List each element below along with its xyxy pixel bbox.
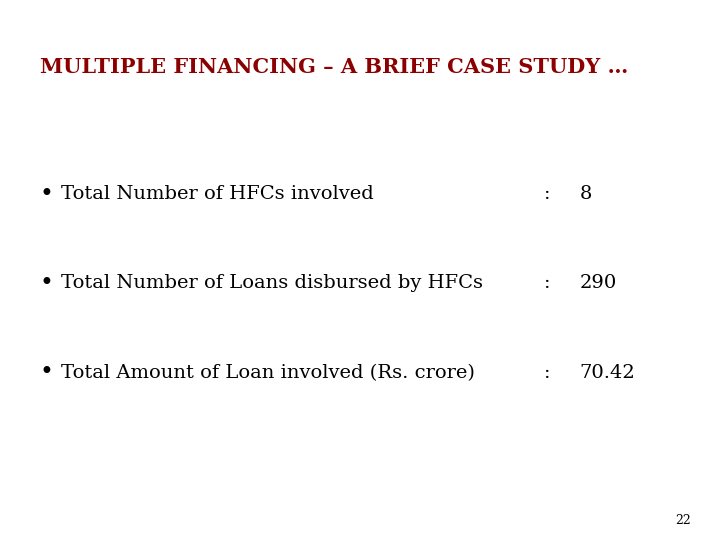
Text: 8: 8 — [580, 185, 592, 204]
Text: Total Number of HFCs involved: Total Number of HFCs involved — [61, 185, 374, 204]
Text: MULTIPLE FINANCING – A BRIEF CASE STUDY …: MULTIPLE FINANCING – A BRIEF CASE STUDY … — [40, 57, 628, 77]
Text: :: : — [544, 185, 551, 204]
Text: :: : — [544, 274, 551, 293]
Text: 70.42: 70.42 — [580, 363, 635, 382]
Text: 22: 22 — [675, 514, 691, 526]
Text: •: • — [40, 183, 53, 206]
Text: Total Number of Loans disbursed by HFCs: Total Number of Loans disbursed by HFCs — [61, 274, 483, 293]
Text: •: • — [40, 272, 53, 295]
Text: :: : — [544, 363, 551, 382]
Text: 290: 290 — [580, 274, 617, 293]
Text: Total Amount of Loan involved (Rs. crore): Total Amount of Loan involved (Rs. crore… — [61, 363, 475, 382]
Text: •: • — [40, 361, 53, 384]
